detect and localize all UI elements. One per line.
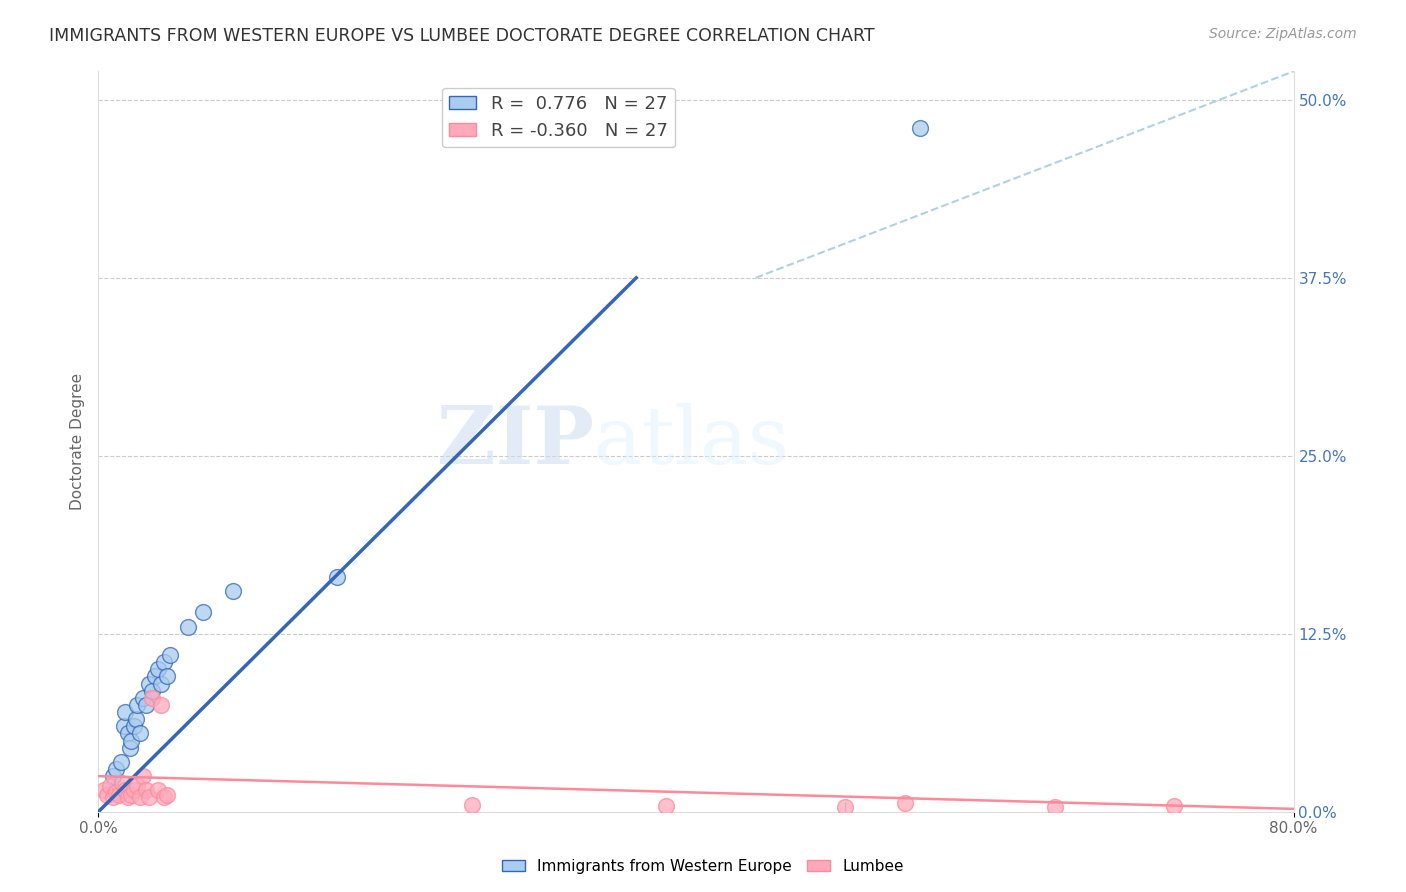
Point [177,619,200,633]
Point [124,783,146,797]
Text: atlas: atlas [595,402,790,481]
Point [117,790,139,805]
Point [111,776,134,790]
Legend: R =  0.776   N = 27, R = -0.360   N = 27: R = 0.776 N = 27, R = -0.360 N = 27 [441,87,675,147]
Point [148,662,170,676]
Point [150,698,173,712]
Point [117,726,139,740]
Point [135,783,157,797]
Text: IMMIGRANTS FROM WESTERN EUROPE VS LUMBEE DOCTORATE DEGREE CORRELATION CHART: IMMIGRANTS FROM WESTERN EUROPE VS LUMBEE… [49,27,875,45]
Point [96,788,118,802]
Point [138,676,160,690]
Point [114,783,136,797]
Point [894,796,917,810]
Point [93,783,115,797]
Point [120,733,142,747]
Point [138,790,160,805]
Point [461,797,484,812]
Point [103,790,125,805]
Point [156,669,179,683]
Point [114,705,136,719]
Point [108,788,131,802]
Point [908,121,931,136]
Point [132,690,155,705]
Point [105,762,128,776]
Point [110,755,132,769]
Point [143,669,166,683]
Point [150,676,173,690]
Point [127,779,149,793]
Point [1043,800,1066,814]
Point [125,712,148,726]
Point [118,740,141,755]
Point [156,788,179,802]
Point [105,785,128,799]
Point [1163,799,1185,814]
Point [120,788,142,802]
Point [127,698,149,712]
Point [141,690,163,705]
Point [326,570,349,584]
Point [153,655,176,669]
Point [112,719,135,733]
Point [834,800,856,814]
Point [129,726,152,740]
Point [129,790,152,805]
Point [153,790,176,805]
Point [191,606,214,620]
Point [222,584,245,599]
Point [103,769,125,783]
Point [98,779,122,793]
Text: ZIP: ZIP [437,402,595,481]
Point [124,719,146,733]
Point [148,783,170,797]
Point [132,769,155,783]
Point [135,698,157,712]
Text: Source: ZipAtlas.com: Source: ZipAtlas.com [1209,27,1357,41]
Point [141,683,163,698]
Y-axis label: Doctorate Degree: Doctorate Degree [69,373,84,510]
Point [159,648,181,662]
Legend: Immigrants from Western Europe, Lumbee: Immigrants from Western Europe, Lumbee [496,853,910,880]
Point [655,799,678,814]
